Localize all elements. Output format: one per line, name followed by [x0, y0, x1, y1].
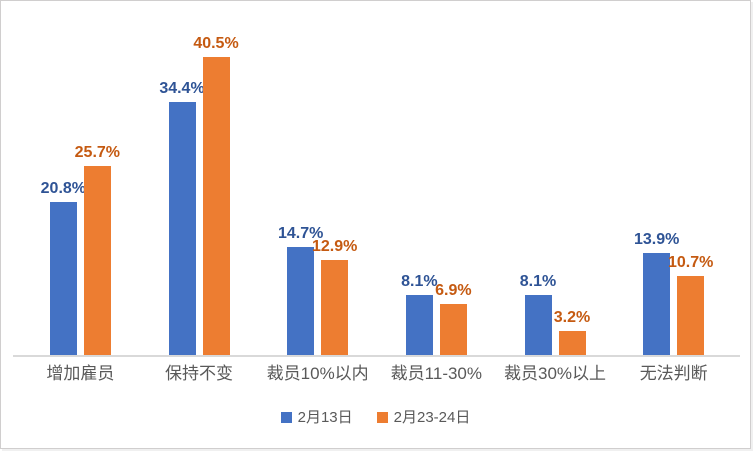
- data-label: 14.7%: [277, 225, 324, 242]
- category-group: 20.8% 25.7%: [21, 145, 140, 355]
- category-group: 34.4% 40.5%: [140, 36, 259, 355]
- bar-wrap: 10.7%: [668, 255, 713, 355]
- bar-series-1: [643, 253, 671, 355]
- bar-series-2: [83, 166, 111, 355]
- bar-series-1: [168, 102, 196, 355]
- data-label: 40.5%: [193, 35, 239, 52]
- bar-groups: 20.8% 25.7% 34.4% 40.5% 14.7% 12.9% 8.1% 6.9% 8.…: [21, 1, 733, 355]
- bar-pair: 13.9% 10.7%: [634, 232, 713, 355]
- legend-swatch-blue-icon: [280, 412, 292, 423]
- bar-pair: 20.8% 25.7%: [41, 145, 120, 355]
- x-axis-line: [13, 355, 740, 357]
- category-group: 8.1% 6.9%: [377, 274, 496, 355]
- bar-wrap: 14.7%: [278, 226, 323, 355]
- bar-pair: 8.1% 6.9%: [401, 274, 472, 355]
- bar-wrap: 8.1%: [401, 274, 438, 355]
- bar-wrap: 3.2%: [554, 310, 590, 355]
- data-label: 8.1%: [401, 273, 438, 290]
- bar-pair: 8.1% 3.2%: [520, 274, 590, 355]
- bar-wrap: 6.9%: [435, 283, 472, 355]
- bar-wrap: 13.9%: [634, 232, 679, 355]
- bar-wrap: 12.9%: [312, 239, 357, 355]
- data-label: 34.4%: [159, 80, 205, 97]
- data-label: 12.9%: [311, 238, 358, 255]
- bar-series-1: [287, 247, 315, 355]
- legend-swatch-orange-icon: [376, 412, 388, 423]
- category-group: 8.1% 3.2%: [496, 274, 615, 355]
- data-label: 20.8%: [40, 180, 87, 197]
- data-label: 10.7%: [668, 254, 714, 271]
- category-group: 13.9% 10.7%: [614, 232, 733, 355]
- bar-pair: 34.4% 40.5%: [159, 36, 239, 355]
- plot-area: 20.8% 25.7% 34.4% 40.5% 14.7% 12.9% 8.1% 6.9% 8.…: [21, 1, 733, 355]
- data-label: 8.1%: [519, 273, 557, 290]
- legend-label-feb13: 2月13日: [297, 409, 353, 426]
- bar-series-2: [558, 331, 586, 355]
- bar-series-2: [202, 57, 230, 355]
- category-axis: 增加雇员 保持不变 裁员10%以内 裁员11-30% 裁员30%以上 无法判断: [21, 362, 733, 386]
- bar-series-2: [439, 304, 467, 355]
- bar-wrap: 8.1%: [520, 274, 556, 355]
- category-label: 增加雇员: [46, 364, 115, 383]
- bar-series-1: [405, 295, 433, 355]
- bar-series-1: [524, 295, 552, 355]
- category-label: 裁员10%以内: [266, 364, 369, 383]
- legend-item-feb13: 2月13日: [280, 409, 353, 426]
- legend-label-feb23-24: 2月23-24日: [393, 409, 471, 426]
- category-label: 无法判断: [639, 364, 708, 383]
- legend-item-feb23-24: 2月23-24日: [376, 409, 471, 426]
- bar-series-2: [677, 276, 705, 355]
- category-label: 保持不变: [165, 364, 233, 383]
- data-label: 13.9%: [634, 231, 680, 248]
- bar-series-2: [321, 260, 349, 355]
- data-label: 6.9%: [435, 282, 472, 299]
- bar-wrap: 40.5%: [193, 36, 239, 355]
- bar-pair: 14.7% 12.9%: [278, 226, 357, 355]
- category-group: 14.7% 12.9%: [258, 226, 377, 355]
- data-label: 25.7%: [74, 144, 121, 161]
- legend: 2月13日 2月23-24日: [1, 410, 750, 425]
- data-label: 3.2%: [553, 309, 591, 326]
- bar-series-1: [49, 202, 77, 355]
- category-label: 裁员30%以上: [504, 364, 607, 383]
- bar-wrap: 25.7%: [75, 145, 120, 355]
- bar-wrap: 20.8%: [41, 181, 86, 355]
- bar-wrap: 34.4%: [159, 81, 205, 355]
- category-label: 裁员11-30%: [390, 364, 483, 383]
